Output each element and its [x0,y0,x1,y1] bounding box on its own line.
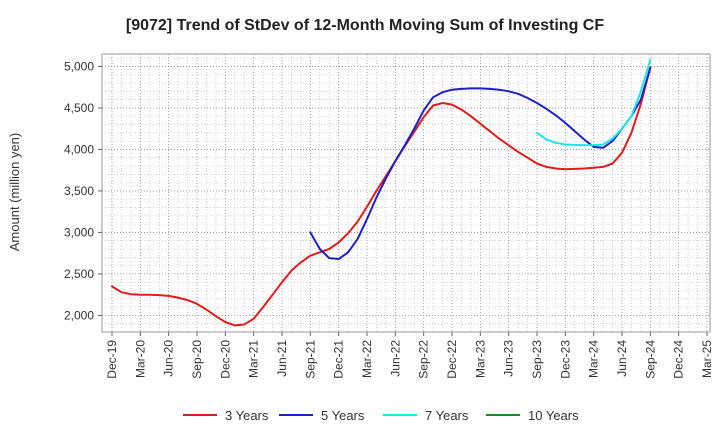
x-tick-label: Sep-23 [530,340,544,379]
x-tick-label: Mar-25 [700,340,714,378]
x-tick-label: Jun-23 [502,340,516,377]
legend-label: 10 Years [528,408,579,423]
grid [102,54,710,332]
x-tick-label: Sep-21 [303,340,317,379]
x-tick-label: Dec-24 [672,340,686,379]
x-tick-label: Sep-20 [190,340,204,379]
series-line-3-years [111,66,652,327]
x-tick-label: Jun-20 [162,340,176,377]
y-tick-label: 5,000 [64,59,94,73]
x-tick-label: Mar-21 [247,340,261,378]
plot-area [101,53,711,333]
x-axis: Dec-19 Mar-20 Jun-20 Sep-20 Dec-20 Mar-21 Jun-… [105,332,714,379]
x-tick-label: Mar-20 [133,340,147,378]
x-tick-label: Dec-23 [558,340,572,379]
y-tick-label: 3,500 [64,184,94,198]
legend: 3 Years 5 Years 7 Years 10 Years [183,408,579,423]
legend-label: 3 Years [225,408,269,423]
y-tick-label: 2,000 [64,308,94,322]
y-tick-label: 4,000 [64,142,94,156]
series-line-7-years [536,58,652,147]
series-line-5-years [309,67,652,260]
x-tick-label: Dec-19 [105,340,119,379]
x-tick-label: Sep-22 [417,340,431,379]
legend-label: 7 Years [425,408,469,423]
y-axis-label: Amount (million yen) [7,133,22,252]
x-tick-label: Jun-22 [388,340,402,377]
chart-title: [9072] Trend of StDev of 12-Month Moving… [126,17,604,34]
x-tick-label: Mar-23 [473,340,487,378]
series-lines [111,58,652,327]
y-tick-label: 4,500 [64,101,94,115]
y-tick-label: 3,000 [64,225,94,239]
legend-label: 5 Years [321,408,365,423]
x-tick-label: Dec-21 [332,340,346,379]
x-tick-label: Dec-20 [218,340,232,379]
x-tick-label: Jun-21 [275,340,289,377]
y-tick-label: 2,500 [64,267,94,281]
x-tick-label: Jun-24 [615,340,629,377]
x-tick-label: Mar-22 [360,340,374,378]
x-tick-label: Sep-24 [643,340,657,379]
y-axis: 2,000 2,500 3,000 3,500 4,000 4,500 5,000 [64,59,102,322]
x-tick-label: Mar-24 [587,340,601,378]
x-tick-label: Dec-22 [445,340,459,379]
